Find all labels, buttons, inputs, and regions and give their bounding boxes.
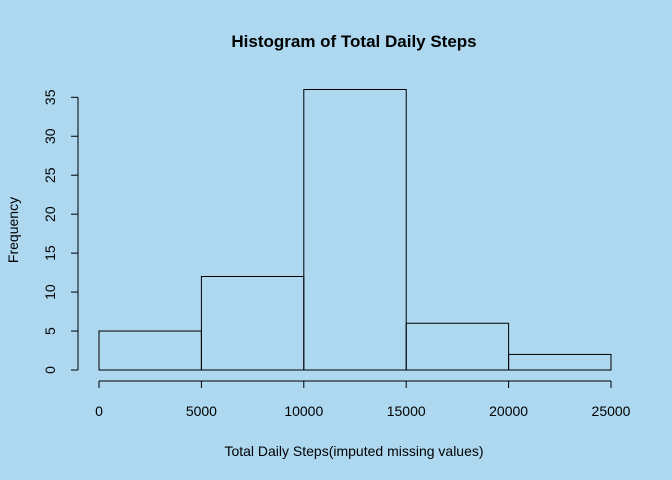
histogram-bar xyxy=(508,353,612,371)
x-tick-label: 0 xyxy=(95,403,103,419)
x-axis: 0 5000 10000 15000 20000 25000 xyxy=(95,380,631,419)
bars-group xyxy=(98,89,612,371)
y-axis-label: Frequency xyxy=(5,197,21,263)
y-tick-label: 5 xyxy=(42,327,58,335)
y-axis: 0 5 10 15 20 25 30 35 xyxy=(42,89,79,374)
x-tick-label: 15000 xyxy=(387,403,426,419)
y-tick-label: 0 xyxy=(42,366,58,374)
histogram-bar xyxy=(405,322,510,371)
x-tick-label: 10000 xyxy=(284,403,323,419)
histogram-bar xyxy=(200,276,305,371)
x-tick-label: 5000 xyxy=(186,403,217,419)
y-tick-label: 10 xyxy=(42,284,58,300)
y-tick-label: 35 xyxy=(42,89,58,105)
histogram-bar xyxy=(303,89,407,371)
y-tick-label: 15 xyxy=(42,245,58,261)
x-axis-label: Total Daily Steps(imputed missing values… xyxy=(224,443,483,459)
x-tick-label: 20000 xyxy=(489,403,528,419)
x-tick-label: 25000 xyxy=(592,403,631,419)
y-tick-label: 20 xyxy=(42,206,58,222)
y-tick-label: 25 xyxy=(42,167,58,183)
histogram-bar xyxy=(98,330,202,371)
y-tick-label: 30 xyxy=(42,128,58,144)
chart-title: Histogram of Total Daily Steps xyxy=(231,32,476,51)
